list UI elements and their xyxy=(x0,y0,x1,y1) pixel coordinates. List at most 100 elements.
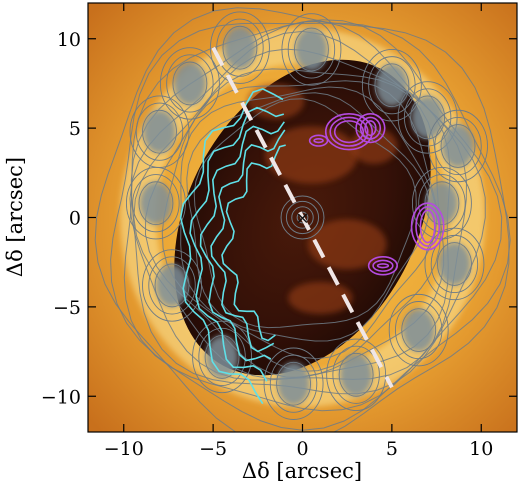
clump-contour xyxy=(138,181,174,226)
clump-contour xyxy=(192,320,253,394)
ring-clump xyxy=(173,61,206,105)
magenta-contour xyxy=(355,113,386,144)
ring-contour xyxy=(186,92,430,342)
clump-contour xyxy=(172,61,208,106)
clump-contour xyxy=(428,109,488,183)
x-tick-label: 10 xyxy=(469,438,493,460)
y-axis-ticks: −10 −5 0 5 10 xyxy=(41,29,517,408)
ring-contours xyxy=(94,7,511,432)
magenta-contour xyxy=(333,120,365,144)
clump-contour xyxy=(430,234,479,294)
clump-contour xyxy=(401,308,437,353)
ring-clump xyxy=(411,95,444,139)
clump-contour xyxy=(332,345,380,404)
ring-clumps xyxy=(125,11,488,420)
magenta-contours xyxy=(308,113,445,276)
clump-contour xyxy=(222,25,258,70)
ring-clump xyxy=(402,308,435,352)
clump-contour xyxy=(403,88,452,147)
magenta-contour xyxy=(372,259,394,272)
clump-contour xyxy=(388,293,449,367)
ring-contour xyxy=(110,22,511,431)
ring-clump xyxy=(143,110,176,154)
clump-contour xyxy=(338,352,374,397)
cyan-contours xyxy=(179,88,286,405)
ring-clump xyxy=(425,181,459,225)
ring-clump xyxy=(295,28,328,71)
ring-clump xyxy=(155,263,189,307)
y-tick-label: 0 xyxy=(69,208,81,230)
clump-contour xyxy=(437,242,472,286)
clump-contour xyxy=(395,301,443,360)
clump-contour xyxy=(326,338,387,411)
clump-contour xyxy=(148,256,196,315)
ring-clump xyxy=(223,26,257,70)
ring-clump xyxy=(441,124,475,168)
ring-clump xyxy=(277,362,310,406)
y-tick-label: −5 xyxy=(53,297,81,319)
clump-contour xyxy=(440,124,476,168)
center-contour xyxy=(280,195,325,240)
clump-contour xyxy=(142,109,177,154)
ring-clump xyxy=(205,335,239,379)
clump-contour xyxy=(410,95,446,140)
clump-contour xyxy=(294,27,329,72)
ring-clump xyxy=(139,181,173,225)
ring-contour xyxy=(193,98,417,329)
clump-contour xyxy=(374,63,410,108)
y-axis-label: Δδ [arcsec] xyxy=(3,157,27,277)
clump-contour xyxy=(434,116,482,176)
clump-contour xyxy=(135,102,184,161)
cyan-contour xyxy=(199,121,285,362)
clump-contour xyxy=(263,347,324,420)
clump-contour xyxy=(287,20,336,79)
center-contour xyxy=(285,200,320,235)
x-axis-label: Δδ [arcsec] xyxy=(242,459,362,483)
inner-ellipse-patch xyxy=(307,219,387,270)
cyan-contour xyxy=(189,106,285,382)
magenta-contour xyxy=(376,263,390,269)
cyan-contour xyxy=(179,88,284,405)
clump-contour xyxy=(216,18,264,77)
magenta-contour xyxy=(329,116,369,147)
ring-contour xyxy=(94,7,510,432)
x-tick-label: 5 xyxy=(386,438,398,460)
cyan-contour xyxy=(210,129,286,353)
ring-clump xyxy=(340,353,373,397)
clump-contour xyxy=(361,49,422,122)
center-marker: × xyxy=(295,209,309,229)
magenta-contour xyxy=(324,113,374,151)
clump-contour xyxy=(269,354,318,413)
center-contour xyxy=(291,206,314,229)
magenta-contour xyxy=(367,256,399,276)
clump-contour xyxy=(159,47,220,120)
x-tick-label: −5 xyxy=(199,438,227,460)
y-tick-label: 5 xyxy=(69,118,81,140)
x-tick-label: −10 xyxy=(104,438,144,460)
magenta-contour xyxy=(364,120,377,137)
clump-contour xyxy=(281,13,342,86)
y-tick-label: 10 xyxy=(57,29,81,51)
inner-ellipse-patch xyxy=(288,281,353,315)
clump-contour xyxy=(276,361,311,406)
clump-contour xyxy=(132,174,180,233)
center-x-marker: × xyxy=(295,209,309,229)
clump-contour xyxy=(142,249,202,322)
plot-area: × xyxy=(88,3,517,432)
clump-contour xyxy=(209,11,270,84)
clump-contour xyxy=(198,327,246,386)
magenta-contour xyxy=(410,202,445,251)
clump-contour xyxy=(424,227,485,301)
dashed-line xyxy=(211,46,394,389)
magenta-contour xyxy=(419,209,436,244)
ring-clump xyxy=(375,63,408,107)
ring-clump xyxy=(438,242,471,286)
y-tick-label: −10 xyxy=(41,386,81,408)
cyan-contour xyxy=(221,144,286,342)
x-axis-ticks: −10 −5 0 5 10 xyxy=(104,3,493,460)
clump-contour xyxy=(154,263,190,308)
ring-contour xyxy=(123,19,503,412)
x-tick-label: 0 xyxy=(296,438,308,460)
magenta-contour xyxy=(359,116,382,140)
